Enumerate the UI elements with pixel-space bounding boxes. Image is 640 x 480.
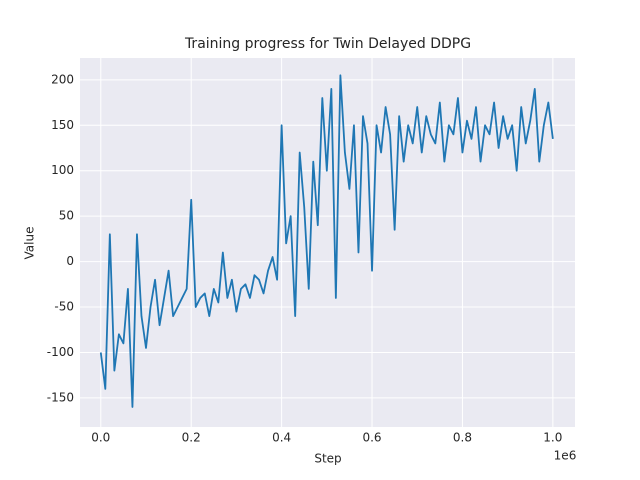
y-tick-label: -150	[47, 390, 74, 404]
y-tick-label: -50	[54, 300, 74, 314]
y-tick-label: 150	[51, 118, 74, 132]
x-tick-label: 0.0	[91, 431, 110, 445]
y-tick-label: 50	[59, 209, 74, 223]
plot-area	[80, 58, 575, 427]
x-tick-label: 0.4	[272, 431, 291, 445]
x-offset-label: 1e6	[554, 449, 577, 463]
x-tick-label: 0.6	[362, 431, 381, 445]
y-tick-label: 0	[66, 254, 74, 268]
chart-title: Training progress for Twin Delayed DDPG	[184, 36, 471, 52]
y-tick-label: -100	[47, 345, 74, 359]
data-line	[99, 74, 554, 408]
x-tick-label: 0.8	[453, 431, 472, 445]
x-axis-label: Step	[314, 452, 341, 466]
y-axis-label: Value	[23, 227, 37, 260]
y-tick-label: 100	[51, 163, 74, 177]
x-tick-label: 0.2	[182, 431, 201, 445]
x-tick-label: 1.0	[543, 431, 562, 445]
y-tick-label: 200	[51, 72, 74, 86]
